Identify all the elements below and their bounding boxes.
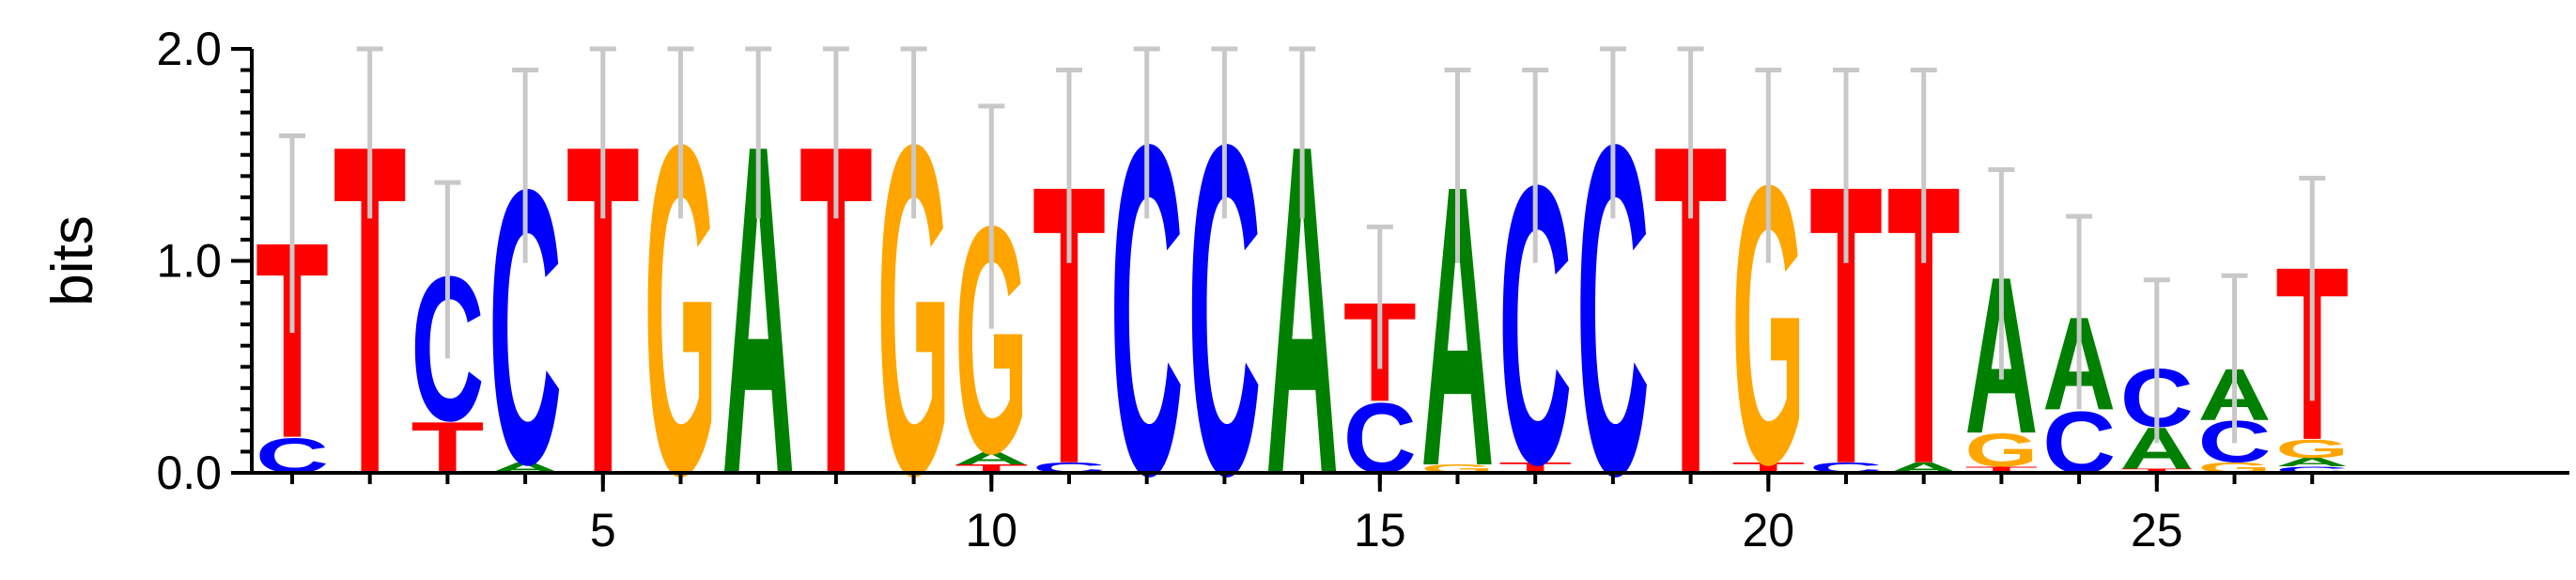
logo-letter-A: A <box>2275 456 2349 469</box>
error-bar <box>1366 224 1393 369</box>
logo-letter-C: C <box>2275 465 2349 475</box>
error-bar <box>2299 176 2326 401</box>
y-axis-ticks: 0.0 1.0 2.0 <box>156 23 252 499</box>
error-bar <box>1133 46 1160 219</box>
error-bar <box>512 68 539 263</box>
error-bar <box>1910 68 1937 263</box>
x-tick-label: 20 <box>1742 504 1794 556</box>
x-tick-label: 15 <box>1354 504 1406 556</box>
error-bar <box>745 46 772 219</box>
error-bar <box>279 133 305 334</box>
error-bar <box>1211 46 1238 219</box>
x-axis-ticks: 5 10 15 20 25 <box>290 473 2315 556</box>
error-bars <box>279 46 2326 444</box>
error-bar <box>1289 46 1316 219</box>
y-tick-label: 0.0 <box>156 447 222 499</box>
error-bar <box>667 46 694 219</box>
logo-letter-G: G <box>1964 424 2038 477</box>
axes: 0.0 1.0 2.0 5 10 15 20 25 bits <box>40 23 2569 556</box>
x-tick-label: 5 <box>590 504 616 556</box>
error-bar <box>356 46 383 219</box>
logo-letter-T: T <box>1964 465 2038 475</box>
error-bar <box>2143 277 2170 444</box>
error-bar <box>900 46 927 219</box>
y-tick-label: 2.0 <box>156 23 222 75</box>
y-tick-label: 1.0 <box>156 235 222 288</box>
logo-letter-T: T <box>2120 467 2194 474</box>
error-bar <box>1599 46 1626 219</box>
logo-letter-G: G <box>2275 434 2349 464</box>
error-bar <box>2221 273 2248 444</box>
error-bar <box>1833 68 1859 263</box>
y-axis-label: bits <box>40 215 105 306</box>
error-bar <box>1056 68 1082 263</box>
error-bar <box>434 180 461 359</box>
x-tick-label: 10 <box>965 504 1017 556</box>
error-bar <box>589 46 616 219</box>
error-bar <box>1677 46 1704 219</box>
logo-letter-A: A <box>954 448 1028 468</box>
error-bar <box>2066 213 2093 410</box>
error-bar <box>1755 68 1782 263</box>
error-bar <box>978 103 1005 329</box>
error-bar <box>1444 68 1471 263</box>
error-bar <box>1522 68 1549 263</box>
error-bar <box>822 46 849 219</box>
error-bar <box>1988 167 2015 380</box>
x-tick-label: 25 <box>2131 504 2183 556</box>
